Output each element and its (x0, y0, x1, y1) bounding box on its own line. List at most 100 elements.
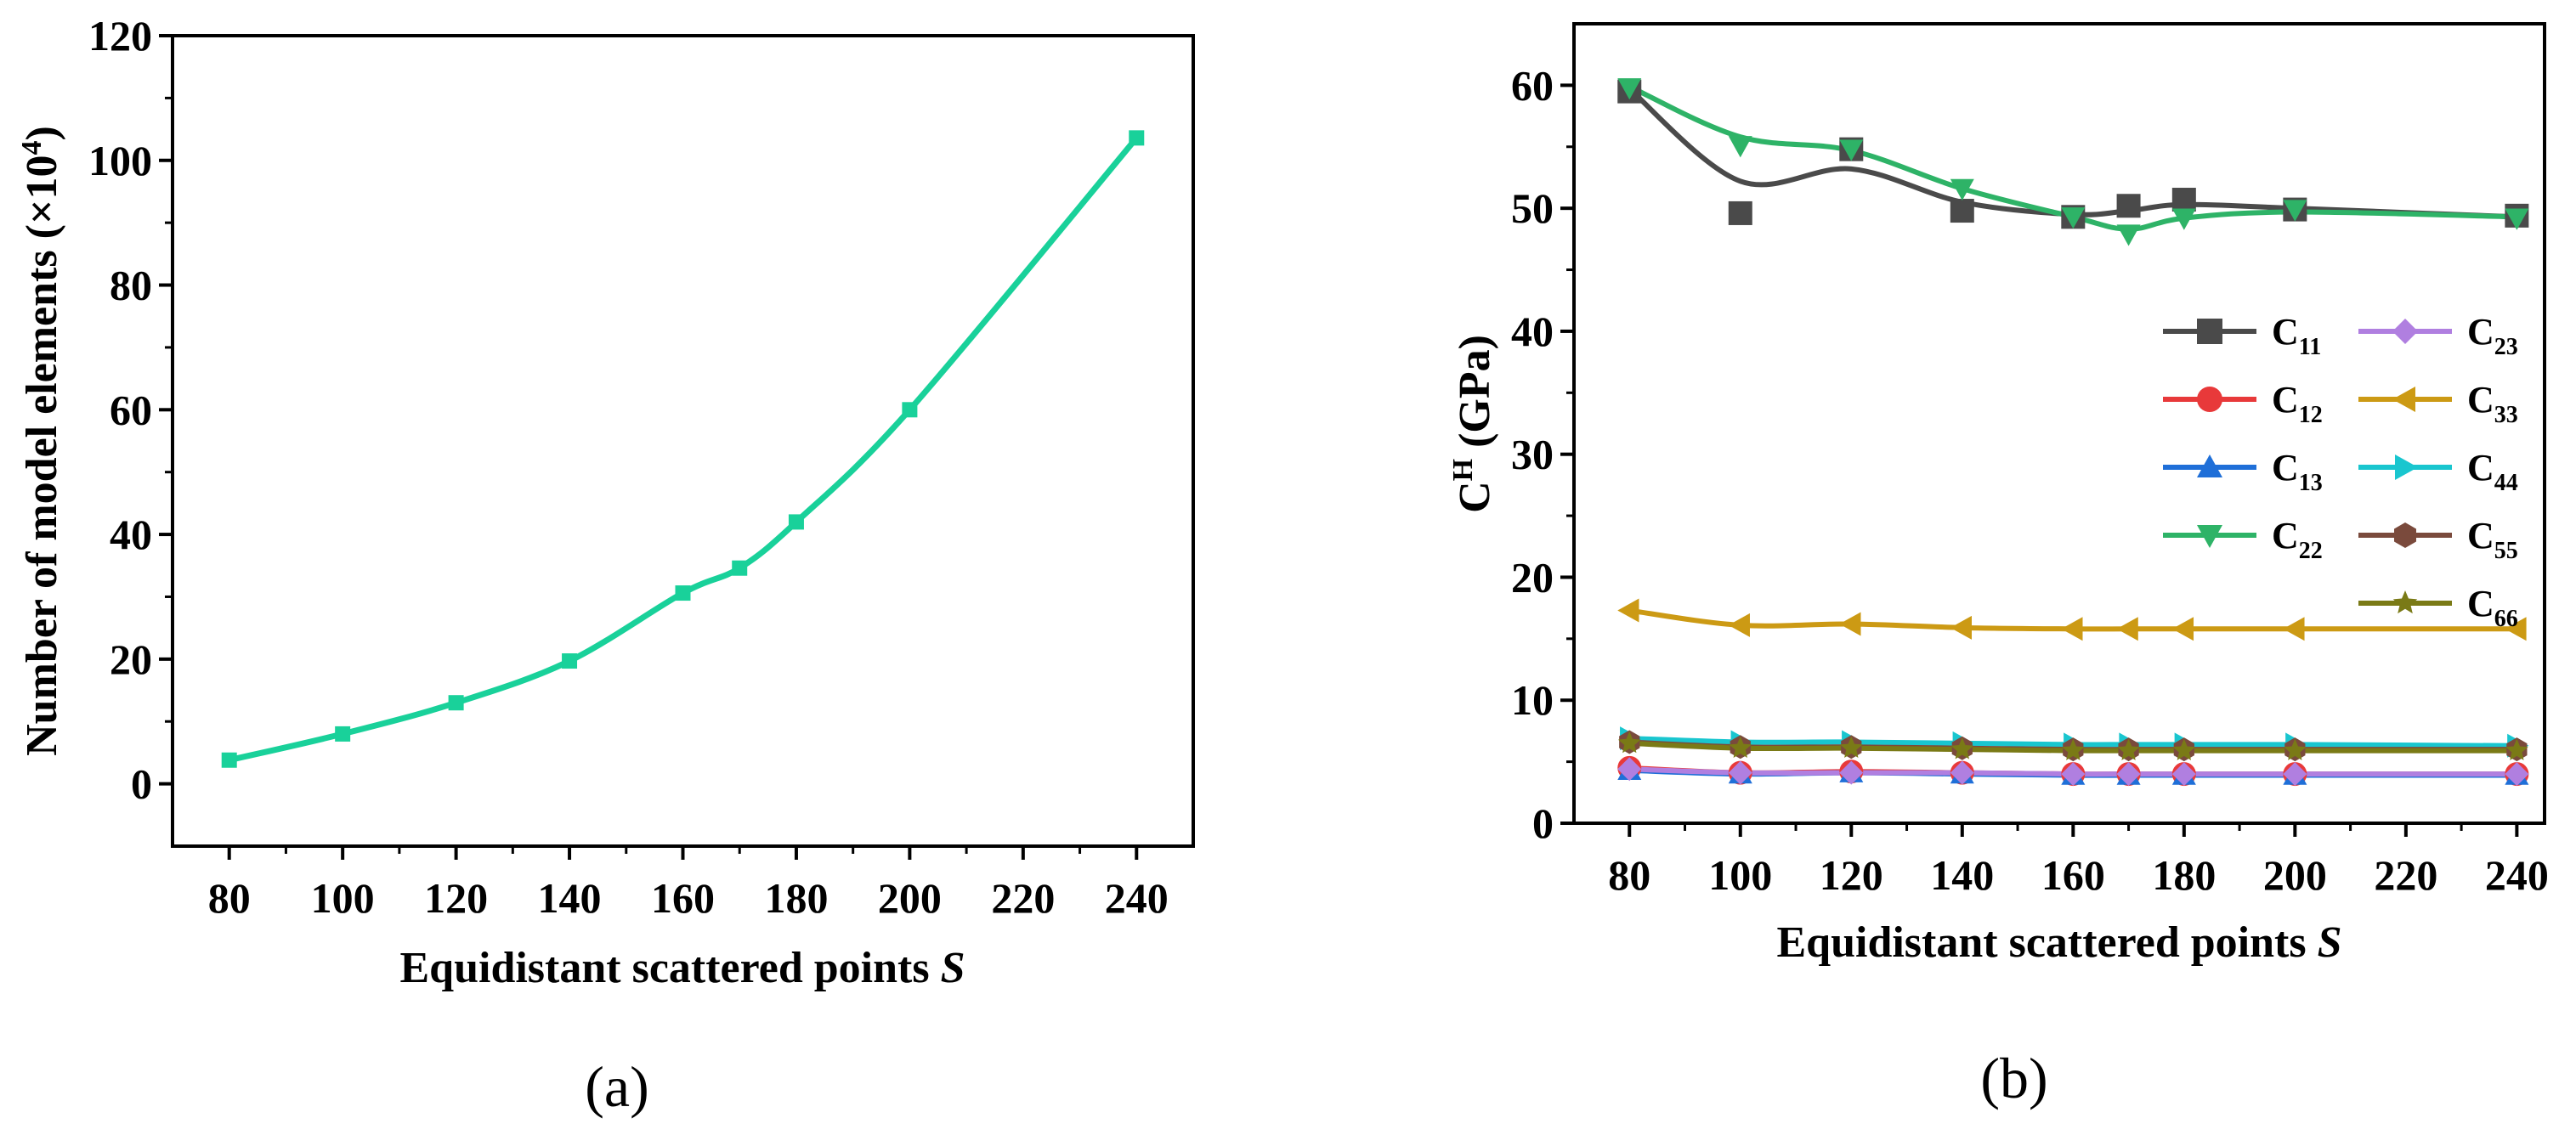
legend-label-c44: C44 (2467, 447, 2518, 496)
panel-a-chart: 80 100 120 140 160 180 200 220 240 0 20 40 60 80 100 12… (16, 12, 1195, 1119)
panel-a-x-tick-label: 160 (651, 874, 715, 922)
panel-a-data-point (675, 585, 691, 601)
panel-b-plot-frame (1572, 22, 2546, 825)
panel-a-data-point (902, 402, 918, 418)
panel-a-data-point (448, 695, 464, 711)
panel-b-data-point-c22 (1617, 78, 1642, 100)
panel-a-data-point (1129, 130, 1145, 146)
panel-b-data-point-c11 (2116, 194, 2141, 218)
legend-label-c12: C12 (2272, 379, 2323, 428)
panel-b-y-tick-label: 60 (1511, 61, 1554, 109)
panel-a-data-point (562, 653, 578, 669)
panel-b-data-point-c33 (1839, 612, 1861, 636)
panel-b-x-tick-label: 100 (1708, 851, 1772, 899)
panel-b-data-point-c33 (2061, 617, 2083, 641)
panel-b-data-point-c23 (2116, 762, 2141, 787)
panel-b-data-point-c66 (2505, 738, 2528, 760)
panel-b-data-point-c23 (1839, 760, 1864, 785)
panel-b-data-point-c11 (1950, 199, 1974, 223)
panel-b-data-point-c22 (2116, 224, 2141, 246)
panel-b-data-point-c22 (2171, 208, 2196, 230)
panel-a-data-point (335, 726, 351, 742)
panel-b-data-point-c33 (1728, 613, 1750, 637)
panel-b-legend: C11 C12 C13 C22 C23 C33 C44 C55 C66 (2163, 311, 2518, 632)
panel-b-data-point-c23 (1950, 760, 1974, 785)
panel-a-y-tick-label: 0 (131, 760, 152, 808)
panel-b-data-point-c66 (1617, 731, 1641, 754)
panel-a-y-tick-label: 40 (110, 511, 152, 558)
panel-a-series-line (228, 136, 1139, 764)
panel-b-series-line-c11 (1628, 87, 2517, 220)
panel-b-data-point-c66 (2284, 738, 2307, 760)
panel-b-data-point-c22 (2061, 207, 2086, 229)
panel-b-data-point-c22 (1839, 139, 1864, 161)
panel-b-data-point-c22 (1728, 136, 1752, 158)
panel-a-tick-labels: 80 100 120 140 160 180 200 220 240 0 20 40 60 80 100 12… (88, 12, 1169, 922)
legend-label-c11: C11 (2272, 311, 2321, 360)
panel-a-x-tick-label: 220 (991, 874, 1055, 922)
panel-b-y-tick-label: 40 (1511, 308, 1554, 355)
legend-entry-c66: C66 (2358, 583, 2518, 632)
panel-b-data-point-c23 (2283, 762, 2307, 787)
panel-b-x-tick-label: 220 (2374, 851, 2437, 899)
panel-a-plot-frame (171, 34, 1195, 848)
panel-b-y-tick-label: 0 (1532, 799, 1554, 847)
panel-b-data-point-c22 (1950, 178, 1974, 200)
panel-a-data-point (788, 514, 804, 530)
panel-a-x-tick-label: 120 (424, 874, 488, 922)
panel-b-data-point-c33 (2116, 617, 2138, 641)
panel-a-series (221, 130, 1145, 768)
panel-b-ticks (1560, 83, 2519, 837)
panel-b-data-point-c66 (1729, 736, 1752, 759)
legend-entry-c23: C23 (2358, 311, 2518, 360)
legend-entry-c22: C22 (2163, 515, 2323, 564)
panel-b-y-tick-label: 20 (1511, 553, 1554, 601)
legend-label-c23: C23 (2467, 311, 2518, 360)
panel-a-label: (a) (585, 1054, 648, 1119)
panel-b-x-tick-label: 140 (1930, 851, 1994, 899)
legend-entry-c13: C13 (2163, 447, 2323, 496)
panel-b-data-point-c66 (1839, 736, 1863, 759)
panel-a-y-tick-label: 20 (110, 635, 152, 683)
panel-b-data-point-c23 (2061, 762, 2086, 787)
panel-b-data-point-c66 (2172, 738, 2196, 760)
panel-a-y-tick-label: 100 (88, 137, 152, 184)
panel-b-data-point-c23 (1728, 760, 1752, 785)
panel-a-x-tick-label: 100 (311, 874, 375, 922)
legend-marker-c66 (2392, 590, 2418, 614)
panel-a-data-point (732, 560, 748, 576)
panel-b-data-point-c66 (2117, 738, 2140, 760)
legend-marker-c44 (2395, 455, 2418, 480)
panel-a-data-point (221, 752, 237, 768)
panel-b-data-point-c33 (1617, 598, 1639, 623)
panel-b-y-tick-label: 30 (1511, 431, 1554, 478)
panel-a-y-tick-label: 60 (110, 386, 152, 433)
panel-b-data-point-c22 (2505, 208, 2529, 230)
legend-label-c22: C22 (2272, 515, 2323, 564)
panel-b-series (1617, 78, 2529, 787)
panel-b-x-tick-label: 120 (1820, 851, 1883, 899)
panel-a-y-tick-label: 80 (110, 262, 152, 309)
panel-b-y-tick-label: 50 (1511, 184, 1554, 232)
panel-b-x-axis-title: Equidistant scattered points S (1776, 918, 2341, 967)
panel-a-x-tick-label: 240 (1105, 874, 1169, 922)
legend-label-c13: C13 (2272, 447, 2323, 496)
legend-entry-c11: C11 (2163, 311, 2321, 360)
panel-b-data-point-c22 (2283, 200, 2307, 222)
panel-b-data-point-c33 (2283, 617, 2305, 641)
panel-a-ticks (159, 34, 1139, 860)
panel-a-x-tick-label: 140 (538, 874, 602, 922)
legend-marker-c13 (2197, 455, 2222, 477)
panel-b-data-point-c66 (1950, 737, 1974, 759)
legend-marker-c22 (2197, 525, 2222, 548)
panel-b-data-point-c23 (2505, 762, 2529, 787)
legend-label-c33: C33 (2467, 379, 2518, 428)
panel-a-y-axis-title: Number of model elements (×104) (16, 126, 66, 756)
legend-label-c55: C55 (2467, 515, 2518, 564)
panel-b-x-tick-label: 200 (2263, 851, 2327, 899)
panel-b-data-point-c33 (1950, 615, 1972, 640)
legend-marker-c12 (2197, 387, 2222, 412)
panel-b-data-point-c11 (1728, 200, 1752, 225)
panel-b-data-point-c33 (2171, 617, 2194, 641)
